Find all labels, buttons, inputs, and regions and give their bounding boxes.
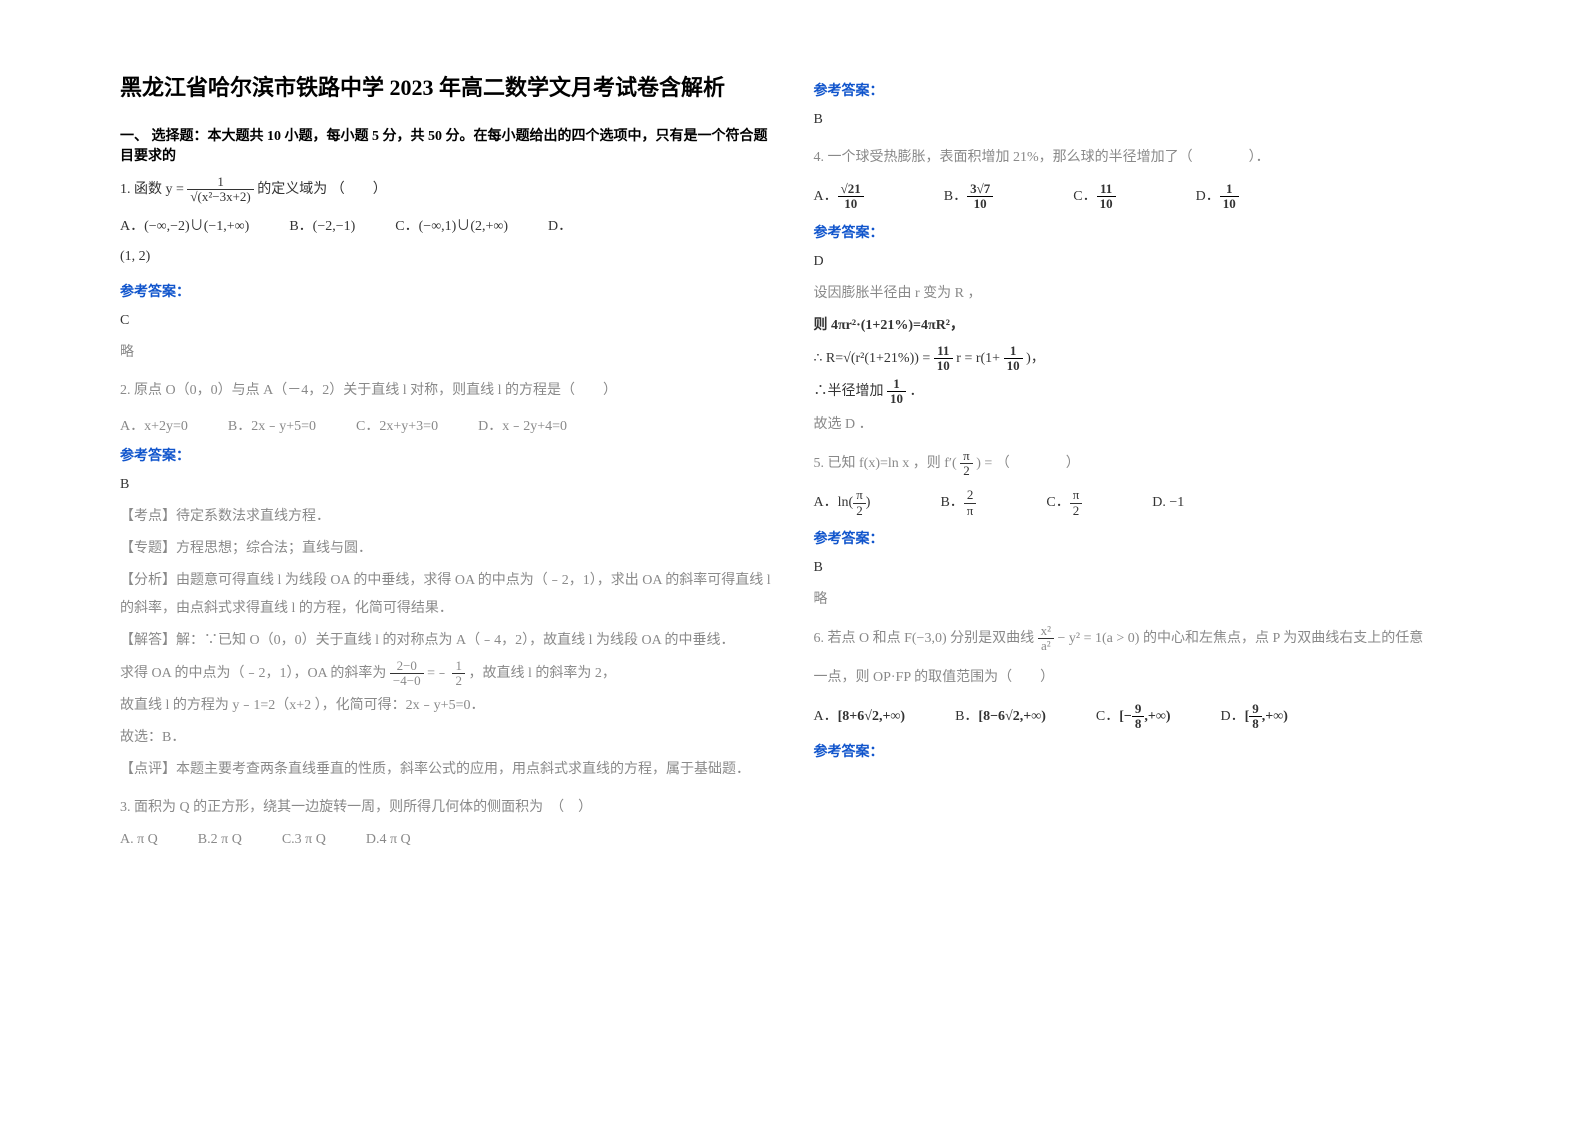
q1-optB: B．(−2,−1) [289,215,355,235]
q2-choices: A．x+2y=0 B．2x﹣y+5=0 C．2x+y+3=0 D．x﹣2y+4=… [120,415,774,435]
q2-jieda3: 故直线 l 的方程为 y﹣1=2（x+2 ），化简可得：2x﹣y+5=0． [120,692,774,720]
q4-line4: ∴半径增加 110 ． [814,377,1468,407]
q5-optC: C．π2 [1046,488,1082,518]
q4-line2: 则 4πr²·(1+21%)=4πR²， [814,312,1468,340]
q4-line3: ∴ R=√(r²(1+21%)) = 1110 r = r(1+ 110 )， [814,344,1468,374]
q2-jieda2: 求得 OA 的中点为（﹣2，1），OA 的斜率为 2−0−4−0 =﹣ 12 ，… [120,659,774,689]
q2-optD: D．x﹣2y+4=0 [478,415,567,435]
q3-answer: B [814,106,1468,134]
q2-answer-label: 参考答案： [120,445,774,465]
q4-answer: D [814,248,1468,276]
q1-optA: A．(−∞,−2)∪(−1,+∞) [120,215,249,235]
q6-optA: A．[8+6√2,+∞) [814,705,906,725]
question-1: 1. 函数 y = 1 √(x²−3x+2) 的定义域为 （ ） [120,175,774,205]
q1-stem-suffix: 的定义域为 （ ） [257,182,387,197]
q2-jieda4: 故选：B． [120,724,774,752]
q3-optC: C.3 π Q [282,832,326,848]
q2-answer: B [120,471,774,499]
q1-stem-prefix: 1. 函数 [120,182,166,197]
q4-answer-label: 参考答案： [814,222,1468,242]
q6-answer-label: 参考答案： [814,741,1468,761]
q4-choices: A．√2110 B．3√710 C．1110 D．110 [814,182,1468,212]
q1-optD-value: (1, 2) [120,243,774,271]
q2-jieda1: 【解答】解：∵已知 O（0，0）关于直线 l 的对称点为 A（﹣4，2），故直线… [120,627,774,655]
q6-optC: C．[−98,+∞) [1096,702,1171,732]
q5-optD: D. −1 [1152,495,1184,511]
right-column: 参考答案： B 4. 一个球受热膨胀，表面积增加 21%，那么球的半径增加了（ … [794,70,1488,1092]
q1-optD: D． [548,215,572,235]
q5-optB: B．2π [940,488,976,518]
q5-answer: B [814,554,1468,582]
left-column: 黑龙江省哈尔滨市铁路中学 2023 年高二数学文月考试卷含解析 一、 选择题：本… [100,70,794,1092]
q4-optB: B．3√710 [944,182,993,212]
q3-optB: B.2 π Q [198,832,242,848]
q2-fenxi: 【分析】由题意可得直线 l 为线段 OA 的中垂线，求得 OA 的中点为（﹣2，… [120,567,774,623]
q2-optA: A．x+2y=0 [120,415,188,435]
question-6b: 一点，则 OP·FP 的取值范围为（ ） [814,664,1468,692]
q2-kaodian: 【考点】待定系数法求直线方程． [120,503,774,531]
q2-optC: C．2x+y+3=0 [356,415,438,435]
q5-note: 略 [814,586,1468,614]
q5-answer-label: 参考答案： [814,528,1468,548]
question-3-stem: 3. 面积为 Q 的正方形，绕其一边旋转一周，则所得几何体的侧面积为 （ ） [120,794,774,822]
q4-line1: 设因膨胀半径由 r 变为 R ， [814,280,1468,308]
question-6: 6. 若点 O 和点 F(−3,0) 分别是双曲线 x²a² − y² = 1(… [814,624,1468,654]
q1-answer-label: 参考答案： [120,281,774,301]
q1-formula: y = 1 √(x²−3x+2) [166,182,258,197]
q4-optC: C．1110 [1073,182,1115,212]
question-2-stem: 2. 原点 O（0，0）与点 A（－4，2）关于直线 l 对称，则直线 l 的方… [120,377,774,405]
question-4-stem: 4. 一个球受热膨胀，表面积增加 21%，那么球的半径增加了（ ）． [814,144,1468,172]
q6-choices: A．[8+6√2,+∞) B．[8−6√2,+∞) C．[−98,+∞) D．[… [814,702,1468,732]
q4-line5: 故选 D ． [814,411,1468,439]
q1-answer: C [120,307,774,335]
q2-dianping: 【点评】本题主要考查两条直线垂直的性质，斜率公式的应用，用点斜式求直线的方程，属… [120,756,774,784]
q3-answer-label: 参考答案： [814,80,1468,100]
q1-choices: A．(−∞,−2)∪(−1,+∞) B．(−2,−1) C．(−∞,1)∪(2,… [120,215,774,235]
q6-optD: D．[98,+∞) [1220,702,1287,732]
section-1-header: 一、 选择题：本大题共 10 小题，每小题 5 分，共 50 分。在每小题给出的… [120,125,774,165]
exam-title: 黑龙江省哈尔滨市铁路中学 2023 年高二数学文月考试卷含解析 [120,70,774,105]
q1-optC: C．(−∞,1)∪(2,+∞) [395,215,508,235]
q3-optA: A. π Q [120,832,158,848]
q4-optD: D．110 [1196,182,1239,212]
q5-optA: A．ln(π2) [814,488,871,518]
q4-optA: A．√2110 [814,182,864,212]
q2-zhuanti: 【专题】方程思想；综合法；直线与圆． [120,535,774,563]
q3-choices: A. π Q B.2 π Q C.3 π Q D.4 π Q [120,832,774,848]
q1-note: 略 [120,339,774,367]
q2-optB: B．2x﹣y+5=0 [228,415,316,435]
q6-optB: B．[8−6√2,+∞) [955,705,1046,725]
question-5: 5. 已知 f(x)=ln x ，则 f′( π2 ) = （ ） [814,449,1468,479]
q3-optD: D.4 π Q [366,832,411,848]
q5-choices: A．ln(π2) B．2π C．π2 D. −1 [814,488,1468,518]
